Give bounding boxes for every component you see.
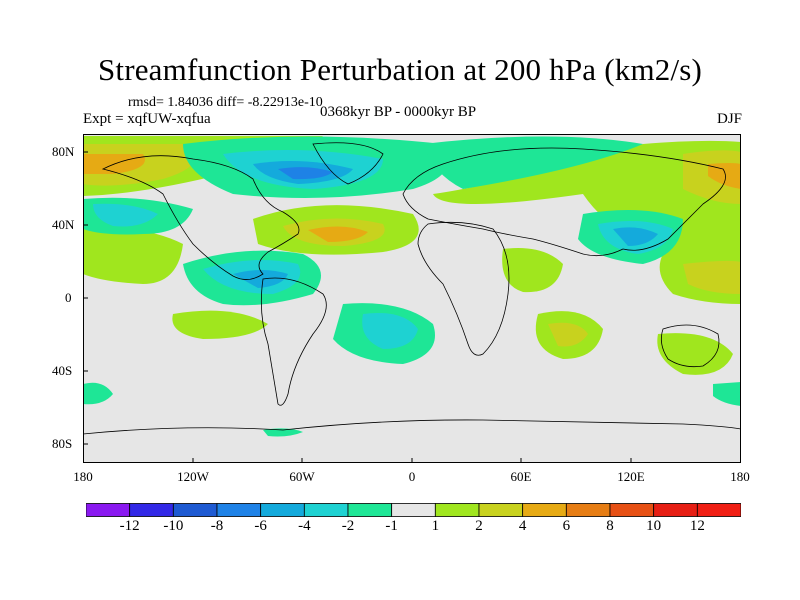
coastline-africa: [417, 221, 510, 356]
colorbar-swatch: [129, 503, 174, 517]
colorbar-swatch: [434, 503, 480, 517]
lat-label-0: 0: [65, 290, 72, 305]
colorbar-swatch: [391, 503, 436, 517]
coastline-south-america: [260, 277, 327, 406]
fill-mid-n-pacific: [93, 203, 158, 227]
coastline-greenland: [312, 142, 384, 185]
colorbar-tick-label: -8: [210, 518, 224, 534]
fill-positive-australia: [657, 333, 733, 375]
fill-negative-southern-ocean: [83, 382, 113, 405]
season-label: DJF: [716, 111, 742, 127]
colorbar-swatch: [478, 503, 524, 517]
fill-negative-southern-ocean-east: [713, 382, 741, 406]
fill-negative-antarctic: [263, 428, 303, 437]
stats-line: rmsd= 1.84036 diff= -8.22913e-10: [128, 95, 323, 110]
lon-label-120w: 120W: [177, 469, 209, 484]
fill-positive-s-pacific: [172, 310, 268, 339]
lat-label-40n: 40N: [52, 217, 75, 232]
colorbar-tick-label: -6: [254, 518, 267, 534]
fill-core-labrador: [278, 167, 333, 180]
lon-label-60e: 60E: [510, 469, 532, 484]
lat-label-80s: 80S: [52, 436, 73, 451]
coastlines: [83, 142, 741, 435]
colorbar-tick-label: 8: [606, 518, 614, 534]
colorbar-tick-label: 6: [562, 518, 571, 534]
fill-mid-south-atlantic: [362, 313, 418, 349]
colorbar-tick-label: 1: [431, 518, 440, 534]
experiment-label: Expt = xqfUW-xqfua: [83, 111, 211, 127]
lon-label-180-east: 180: [730, 469, 750, 484]
lon-label-60w: 60W: [289, 469, 315, 484]
lon-label-180-west: 180: [73, 469, 93, 484]
colorbar: [86, 503, 741, 517]
fill-core-e-asia: [613, 227, 658, 246]
figure-title: Streamfunction Perturbation at 200 hPa (…: [97, 52, 703, 87]
colorbar-swatch: [653, 503, 698, 517]
colorbar-tick-label: 4: [518, 518, 527, 534]
period-label: 0368kyr BP - 0000kyr BP: [320, 104, 477, 120]
colorbar-tick-label: 10: [646, 518, 662, 534]
colorbar-tick-label: -2: [341, 518, 355, 534]
colorbar-swatch: [696, 503, 741, 517]
colorbar-swatch: [172, 503, 218, 517]
colorbar-tick-label: -10: [163, 518, 184, 534]
tick-marks: [83, 151, 632, 463]
fill-medium-e-pacific: [683, 260, 741, 294]
colorbar-tick-label: -4: [298, 518, 311, 534]
fill-positive-n-pacific-sub: [83, 228, 183, 284]
colorbar-swatch: [565, 503, 611, 517]
colorbar-tick-label: 2: [475, 518, 483, 534]
lon-label-120e: 120E: [617, 469, 645, 484]
colorbar-swatch: [216, 503, 262, 517]
coastline-eurasia: [402, 147, 726, 257]
fill-core-n-atlantic: [308, 226, 368, 242]
map-plot: [83, 134, 741, 463]
colorbar-swatch: [86, 503, 131, 517]
lat-label-40s: 40S: [52, 363, 73, 378]
coastline-australia: [660, 324, 720, 368]
colorbar-swatch: [609, 503, 655, 517]
colorbar-tick-label: -12: [119, 518, 140, 534]
contour-fills: [83, 136, 741, 437]
lat-label-80n: 80N: [52, 144, 75, 159]
colorbar-swatch: [347, 503, 393, 517]
colorbar-tick-label: 12: [689, 518, 705, 534]
coastline-north-america: [101, 155, 300, 280]
colorbar-tick-label: -1: [385, 518, 398, 534]
fill-core-siberia: [708, 163, 741, 189]
colorbar-swatch: [303, 503, 349, 517]
fill-medium-indian-ocean: [548, 322, 588, 347]
fill-core-tropical-atlantic: [233, 270, 288, 288]
colorbar-swatch: [260, 503, 305, 517]
lon-label-0: 0: [408, 469, 416, 484]
fill-positive-africa: [502, 248, 563, 293]
coastline-antarctica: [83, 419, 741, 435]
colorbar-swatch: [522, 503, 567, 517]
